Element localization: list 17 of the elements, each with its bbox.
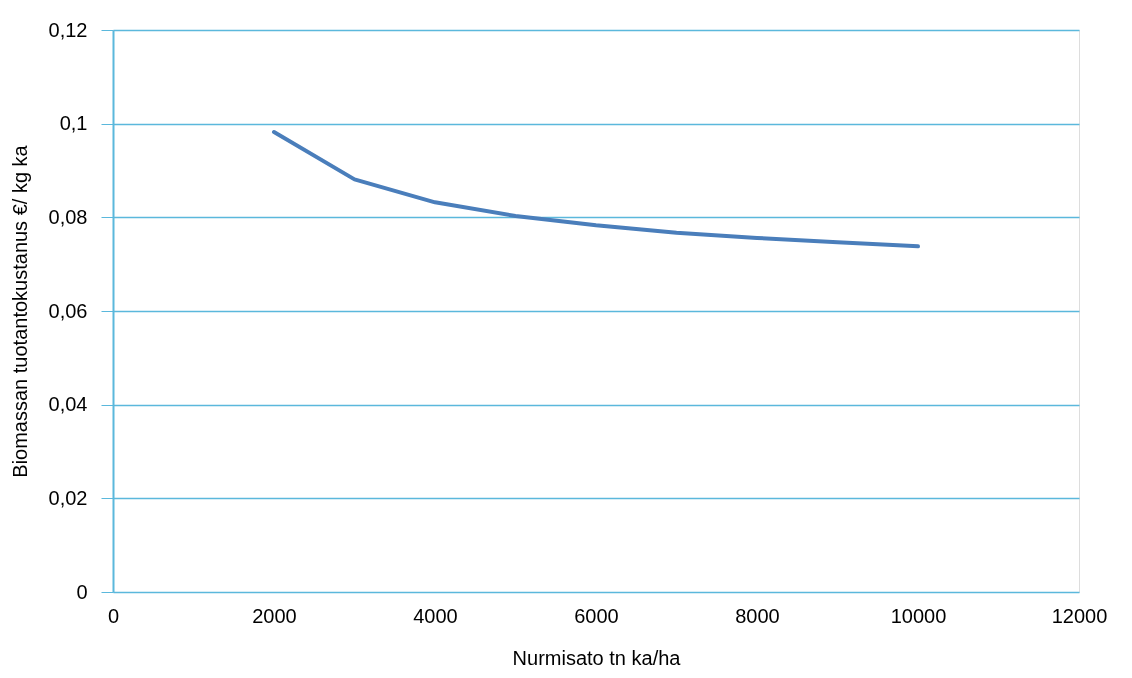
x-tick-label: 6000 [574, 604, 619, 627]
x-tick-label: 12000 [1051, 604, 1108, 627]
x-tick-label: 8000 [735, 604, 780, 627]
x-axis-title: Nurmisato tn ka/ha [512, 646, 682, 669]
x-tick-label: 4000 [413, 604, 458, 627]
y-tick-label: 0,06 [48, 299, 88, 322]
y-axis-title: Biomassan tuotantokustanus €/ kg ka [8, 144, 31, 478]
x-tick-label: 0 [107, 604, 120, 627]
y-tick-label: 0,02 [48, 486, 88, 509]
y-tick-label: 0,12 [48, 18, 88, 41]
y-tick-label: 0,08 [48, 205, 88, 228]
line-series [272, 130, 920, 249]
y-tick-label: 0,1 [59, 112, 88, 135]
x-tick-label: 2000 [252, 604, 297, 627]
x-tick-label: 10000 [890, 604, 947, 627]
y-tick-label: 0 [76, 580, 88, 603]
y-tick-label: 0,04 [48, 393, 88, 416]
